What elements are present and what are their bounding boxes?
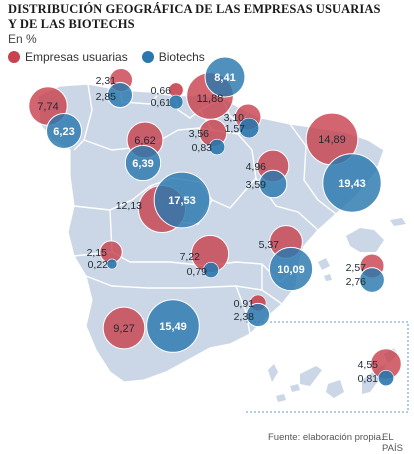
island-la-gomera xyxy=(290,384,300,392)
portugal-area xyxy=(30,150,92,330)
biotechs-bubble-extremadura xyxy=(106,258,118,270)
empresas-label-castilla-leon: 6,62 xyxy=(134,135,155,147)
biotechs-bubble-madrid xyxy=(153,171,211,229)
biotechs-label-madrid: 17,53 xyxy=(168,195,196,207)
legend-label-biotechs: Biotechs xyxy=(158,50,205,64)
empresas-label-asturias: 2,31 xyxy=(96,75,117,87)
biotechs-bubble-galicia xyxy=(46,113,82,149)
biotechs-label-andalucia: 15,49 xyxy=(159,321,187,333)
biotechs-label-cantabria: 0,61 xyxy=(151,97,172,109)
biotechs-bubble-asturias xyxy=(106,81,134,109)
biotechs-bubble-comunidad-valenciana xyxy=(268,246,314,292)
legend-dot-empresas xyxy=(8,51,20,63)
biotechs-label-cataluna: 19,43 xyxy=(338,178,366,190)
empresas-bubble-andalucia xyxy=(102,306,146,350)
empresas-label-madrid: 12,13 xyxy=(116,200,142,212)
biotechs-bubble-canarias xyxy=(377,369,395,387)
biotechs-label-galicia: 6,23 xyxy=(53,126,74,138)
biotechs-label-asturias: 2,85 xyxy=(96,91,117,103)
empresas-label-baleares: 2,57 xyxy=(346,262,367,274)
biotechs-label-pais-vasco: 8,41 xyxy=(214,72,235,84)
biotechs-label-comunidad-valenciana: 10,09 xyxy=(277,264,305,276)
title-line-2: Y DE LAS BIOTECHS xyxy=(8,17,135,31)
source-note: Fuente: elaboración propia. xyxy=(268,432,384,443)
biotechs-bubble-pais-vasco xyxy=(204,56,246,98)
empresas-label-andalucia: 9,27 xyxy=(113,323,134,335)
empresas-label-extremadura: 2,15 xyxy=(87,247,108,259)
empresas-label-canarias: 4,55 xyxy=(358,359,379,371)
empresas-label-navarra: 3,10 xyxy=(224,112,245,124)
island-formentera xyxy=(324,274,332,281)
empresas-label-pais-vasco: 11,88 xyxy=(197,93,224,105)
empresas-label-la-rioja: 3,56 xyxy=(189,128,210,140)
biotechs-label-castilla-leon: 6,39 xyxy=(132,158,153,170)
island-mallorca xyxy=(346,228,384,252)
inset-frame xyxy=(246,321,409,413)
biotechs-label-aragon: 3,59 xyxy=(246,179,267,191)
label-layer: 7,74 2,31 0,66 11,883,10 6,62 3,56 4,96 14,89 12… xyxy=(37,72,378,385)
biotechs-bubble-la-rioja xyxy=(208,138,226,156)
island-el-hierro xyxy=(276,394,286,402)
map-title: DISTRIBUCIÓN GEOGRÁFICA DE LAS EMPRESAS … xyxy=(8,2,408,32)
biotechs-label-murcia: 2,38 xyxy=(234,311,255,323)
biotechs-bubble-cantabria xyxy=(168,94,184,110)
biotechs-label-la-rioja: 0,83 xyxy=(192,142,213,154)
empresas-label-comunidad-valenciana: 5,37 xyxy=(259,239,280,251)
empresas-label-galicia: 7,74 xyxy=(37,101,58,113)
bubble-layer xyxy=(28,56,402,387)
island-gran-canaria xyxy=(326,380,344,398)
biotechs-bubble-aragon xyxy=(258,169,288,199)
biotechs-label-castilla-la-mancha: 0,79 xyxy=(187,266,208,278)
empresas-label-cataluna: 14,89 xyxy=(318,134,346,146)
empresas-label-aragon: 4,96 xyxy=(246,161,267,173)
island-la-palma xyxy=(268,364,278,382)
legend-label-empresas: Empresas usuarias xyxy=(25,50,128,64)
biotechs-bubble-murcia xyxy=(245,302,271,328)
biotechs-label-canarias: 0,81 xyxy=(358,373,379,385)
biotechs-bubble-navarra xyxy=(238,117,260,139)
legend-item-empresas: Empresas usuarias xyxy=(8,50,128,64)
legend-item-biotechs: Biotechs xyxy=(141,50,205,64)
island-tenerife xyxy=(300,366,322,386)
empresas-label-castilla-la-mancha: 7,22 xyxy=(180,251,201,263)
legend: Empresas usuarias Biotechs xyxy=(8,50,219,64)
empresas-label-cantabria: 0,66 xyxy=(151,85,172,97)
biotechs-bubble-cataluna xyxy=(322,153,382,213)
legend-dot-biotechs xyxy=(141,51,154,63)
biotechs-bubble-castilla-leon xyxy=(124,144,162,182)
title-line-1: DISTRIBUCIÓN GEOGRÁFICA DE LAS EMPRESAS … xyxy=(8,2,381,16)
island-menorca xyxy=(390,218,406,226)
biotechs-label-baleares: 2,76 xyxy=(346,276,367,288)
brand-logo-text: EL PAÍS xyxy=(382,432,403,454)
empresas-label-murcia: 0,91 xyxy=(234,298,255,310)
biotechs-bubble-andalucia xyxy=(146,299,200,353)
island-ibiza xyxy=(318,258,330,270)
biotechs-bubble-castilla-la-mancha xyxy=(203,262,219,278)
biotechs-label-extremadura: 0,22 xyxy=(88,259,109,271)
biotechs-bubble-baleares xyxy=(359,267,385,293)
biotechs-label-navarra: 1,57 xyxy=(225,123,246,135)
subtitle: En % xyxy=(8,32,37,46)
